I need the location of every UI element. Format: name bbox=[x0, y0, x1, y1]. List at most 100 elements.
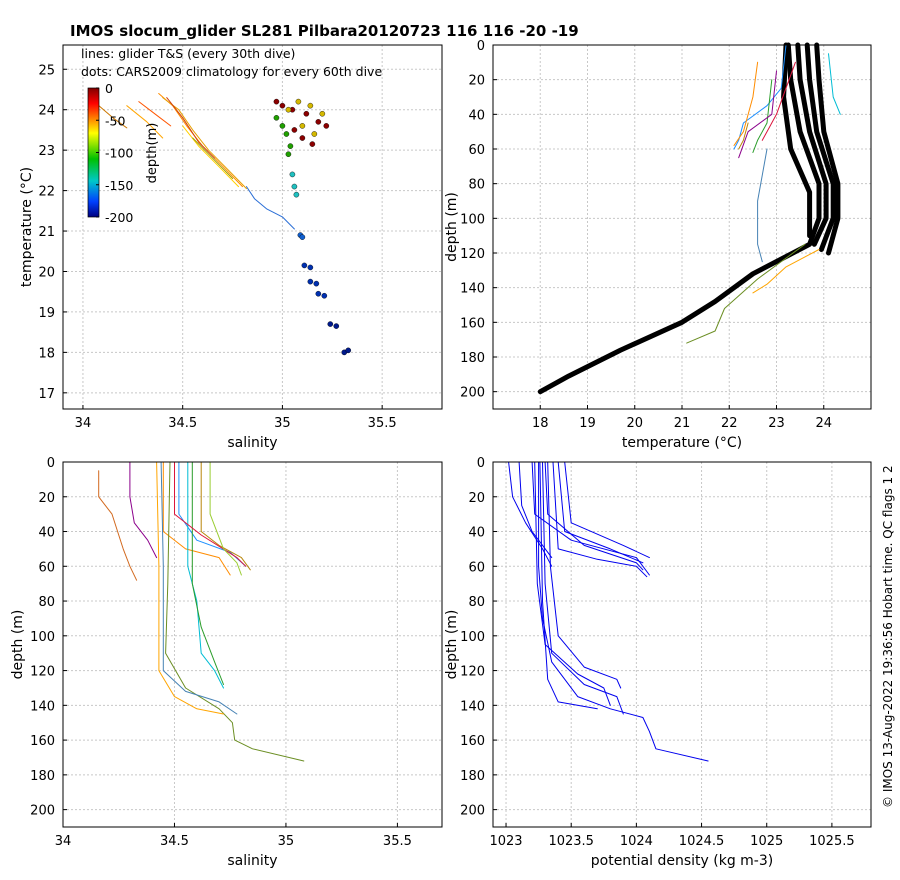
y-tick-label: 60 bbox=[38, 560, 55, 575]
series-line bbox=[98, 105, 128, 129]
data-point bbox=[293, 191, 300, 198]
plot-area bbox=[63, 45, 442, 409]
series-line bbox=[126, 105, 164, 139]
panel-sal_depth: 34 34.5 35 35.5 0 20 40 60 80 100 120 140 160 180 200 s… bbox=[10, 456, 443, 869]
y-tick-label: 200 bbox=[30, 804, 55, 819]
y-tick-label: 200 bbox=[460, 386, 485, 401]
series-line bbox=[182, 125, 239, 188]
series-line bbox=[738, 122, 749, 150]
y-tick-label: 25 bbox=[38, 63, 55, 78]
y-tick-label: 140 bbox=[30, 699, 55, 714]
series-line bbox=[547, 461, 622, 689]
series-line bbox=[191, 461, 224, 685]
data-point bbox=[291, 183, 298, 190]
series-line bbox=[539, 461, 598, 710]
data-point bbox=[273, 98, 280, 105]
data-point bbox=[289, 171, 296, 178]
series-line bbox=[534, 461, 611, 706]
series-line bbox=[508, 461, 553, 567]
y-tick-label: 18 bbox=[38, 346, 55, 361]
x-tick-label: 21 bbox=[674, 416, 691, 431]
series-line bbox=[757, 148, 768, 263]
y-tick-label: 24 bbox=[38, 104, 55, 119]
y-tick-label: 60 bbox=[468, 560, 485, 575]
plot-area bbox=[493, 462, 871, 827]
series-line bbox=[804, 42, 836, 252]
colorbar-label: depth(m) bbox=[145, 123, 160, 184]
axes-frame bbox=[62, 44, 443, 410]
x-tick-label: 34.5 bbox=[168, 416, 197, 431]
series-line bbox=[752, 249, 820, 294]
series-line bbox=[686, 243, 806, 344]
data-point bbox=[299, 135, 306, 141]
x-axis-label: temperature (°C) bbox=[622, 435, 742, 451]
data-point bbox=[279, 123, 286, 129]
x-tick-label: 34 bbox=[75, 416, 92, 431]
colorbar-tick-label: 0 bbox=[105, 81, 113, 96]
series-line bbox=[162, 461, 231, 576]
side-note: © IMOS 13-Aug-2022 19:36:56 Hobart time.… bbox=[881, 465, 895, 808]
series-line bbox=[552, 461, 648, 578]
y-tick-label: 100 bbox=[460, 212, 485, 227]
y-tick-label: 200 bbox=[460, 804, 485, 819]
series-line bbox=[828, 53, 841, 115]
series-line bbox=[544, 461, 644, 571]
x-tick-label: 22 bbox=[721, 416, 738, 431]
series-line bbox=[761, 61, 796, 141]
series-line bbox=[98, 470, 138, 581]
series-line bbox=[160, 461, 238, 715]
y-tick-label: 17 bbox=[38, 387, 55, 402]
series-line bbox=[156, 461, 224, 715]
series-line bbox=[538, 461, 709, 762]
x-axis-label: potential density (kg m-3) bbox=[591, 853, 773, 869]
y-tick-label: 120 bbox=[460, 247, 485, 262]
axes-frame bbox=[492, 461, 872, 828]
y-tick-label: 100 bbox=[460, 630, 485, 645]
y-tick-label: 120 bbox=[460, 665, 485, 680]
series-line bbox=[174, 461, 247, 567]
axes-frame bbox=[62, 461, 443, 828]
y-tick-label: 22 bbox=[38, 185, 55, 200]
colorbar-tick-label: -50 bbox=[105, 113, 125, 128]
data-point bbox=[283, 131, 290, 137]
x-tick-label: 23 bbox=[768, 416, 785, 431]
x-tick-label: 1024 bbox=[620, 834, 653, 849]
series-line bbox=[166, 97, 216, 159]
y-tick-label: 180 bbox=[30, 769, 55, 784]
data-point bbox=[299, 123, 306, 129]
x-tick-label: 35 bbox=[278, 834, 295, 849]
data-point bbox=[327, 321, 334, 327]
x-axis-label: salinity bbox=[227, 853, 277, 869]
panel-ts: 34 34.5 35 35.5 17 18 19 20 21 22 23 24 25 salinity te… bbox=[19, 44, 443, 451]
x-tick-label: 19 bbox=[579, 416, 596, 431]
y-tick-label: 80 bbox=[468, 595, 485, 610]
data-point bbox=[279, 102, 286, 109]
series-line bbox=[542, 461, 624, 715]
y-tick-label: 21 bbox=[38, 225, 55, 240]
y-tick-label: 140 bbox=[460, 699, 485, 714]
data-point bbox=[321, 292, 328, 299]
colorbar-tick-label: -200 bbox=[105, 210, 133, 225]
y-tick-label: 20 bbox=[468, 74, 485, 89]
series-line bbox=[531, 461, 650, 576]
y-tick-label: 20 bbox=[38, 265, 55, 280]
data-point bbox=[333, 323, 340, 329]
data-point bbox=[309, 141, 316, 147]
data-point bbox=[323, 123, 330, 129]
data-point bbox=[291, 127, 298, 133]
x-axis-label: salinity bbox=[227, 435, 277, 451]
x-tick-label: 34.5 bbox=[160, 834, 189, 849]
y-tick-label: 0 bbox=[477, 39, 485, 54]
x-tick-label: 18 bbox=[532, 416, 549, 431]
data-point bbox=[285, 151, 292, 157]
data-point bbox=[315, 290, 322, 297]
x-tick-label: 35.5 bbox=[368, 416, 397, 431]
y-tick-label: 180 bbox=[460, 769, 485, 784]
data-point bbox=[287, 143, 294, 149]
data-point bbox=[303, 110, 310, 117]
panel-dens_depth: 1023 1023.5 1024 1024.5 1025 1025.5 0 20 40 60 80 1… bbox=[444, 456, 872, 869]
series-line bbox=[138, 101, 172, 127]
series-line bbox=[557, 461, 644, 564]
series-line bbox=[733, 44, 787, 150]
colorbar-tick-label: -100 bbox=[105, 146, 133, 161]
